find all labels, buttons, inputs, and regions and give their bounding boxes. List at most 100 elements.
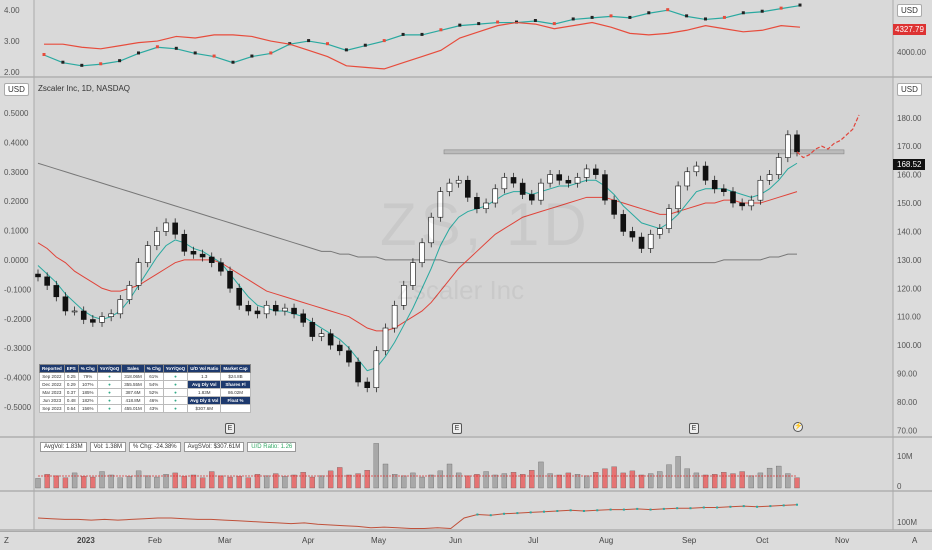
volume-bar [456,472,462,489]
volume-bar [318,475,325,489]
volume-bar [611,466,617,489]
time-axis-bar[interactable] [0,531,932,550]
table-cell: 0.64 [63,404,79,413]
volume-bar [538,461,544,489]
bottom-marker [689,507,692,510]
candle-body [336,344,343,352]
main-left-tick: -0.3000 [4,344,32,353]
bottom-marker [729,505,732,508]
table-cell [162,396,189,405]
main-left-tick: -0.5000 [4,403,32,412]
table-cell: Sep 2023 [39,404,65,413]
table-cell: 0.29 [63,380,79,389]
earnings-marker-icon[interactable]: E [689,423,699,434]
volume-bar [638,474,645,489]
table-header: YoY/QoQ [96,364,123,373]
main-right-tick: 70.00 [897,426,918,435]
candle-body [547,174,553,184]
volume-bar [794,477,800,489]
table-cell: $307.6M [187,404,222,413]
main-right-tick: 100.00 [897,341,922,350]
candle-body [245,305,252,312]
main-right-tick: 150.00 [897,199,922,208]
earnings-marker-icon[interactable]: E [225,423,235,434]
candle-body [382,327,389,352]
candle-body [730,191,736,204]
stat-chg: % Chg: -24.38% [128,442,181,452]
main-left-tick: 0.1000 [4,227,29,236]
volume-bar [529,470,535,489]
volume-bar [172,472,178,489]
candle-body [227,270,233,289]
candle-body [693,165,700,173]
x-tick-label: 2023 [77,536,95,545]
top-candle [609,14,613,18]
table-cell: 185% [77,388,98,397]
bottom-marker [529,511,532,514]
candle-body [282,307,288,312]
candle-body [428,216,435,244]
x-tick-label: Jun [449,536,462,545]
x-tick-label: Jul [528,536,539,545]
table-cell: 387.6M [121,388,145,397]
top-candle [118,59,122,63]
candle-body [629,231,636,238]
table-cell [96,380,123,389]
candle-body [355,361,361,383]
volume-bar [702,474,709,489]
table-header: YoY/QoQ [162,364,189,373]
currency-badge-top[interactable]: USD [897,4,922,17]
volume-bar [117,477,123,489]
volume-bar [401,475,407,489]
candle-body [702,165,709,181]
top-candle [307,39,311,43]
stat-avgvol: AvgVol: 1.83M [40,442,87,452]
bottom-marker [569,509,572,512]
currency-badge-right[interactable]: USD [897,83,922,96]
pane-bottom-bg [34,492,893,530]
volume-bar [465,475,471,489]
candle-body [163,222,169,232]
table-header: % Chg [143,364,164,373]
volume-bar [584,475,590,489]
top-candle [685,14,689,18]
top-series-line [44,21,801,70]
volume-bar [309,476,315,489]
bottom-marker [609,508,612,511]
dividend-marker-icon[interactable]: ⚡ [793,422,803,432]
main-left-tick: 0.2000 [4,197,29,206]
candle-body [172,222,178,235]
volume-bar [364,470,370,489]
top-candle [42,53,46,56]
table-cell: Float % [220,396,251,405]
candle-body [71,310,78,313]
volume-bar [648,473,654,489]
bottom-marker [649,508,652,511]
table-cell: 86.02M [220,388,251,397]
top-candle [647,11,651,15]
candle-body [400,285,407,306]
top-candle [590,15,594,19]
top-candle [174,46,178,50]
fundamentals-table: Reported EPS% Chg YoY/QoQ Sales% Chg YoY/QoQ… [39,364,251,413]
top-candle [496,20,500,24]
volume-bar [163,474,169,489]
footer-left[interactable]: Z [4,536,9,545]
footer-right[interactable]: A [912,536,918,545]
candle-body [757,179,764,201]
volume-right-tick: 0 [897,482,902,491]
earnings-marker-icon[interactable]: E [452,423,462,434]
top-candle [439,28,443,32]
currency-badge-left[interactable]: USD [4,83,29,96]
x-tick-label: Aug [599,536,614,545]
candle-body [346,350,352,363]
bottom-marker [796,503,798,506]
top-left-tick: 2.00 [4,68,20,77]
main-right-tick: 130.00 [897,256,922,265]
candle-body [272,305,279,312]
candle-body [529,194,535,201]
candle-body [199,253,206,258]
top-candle [552,22,556,26]
